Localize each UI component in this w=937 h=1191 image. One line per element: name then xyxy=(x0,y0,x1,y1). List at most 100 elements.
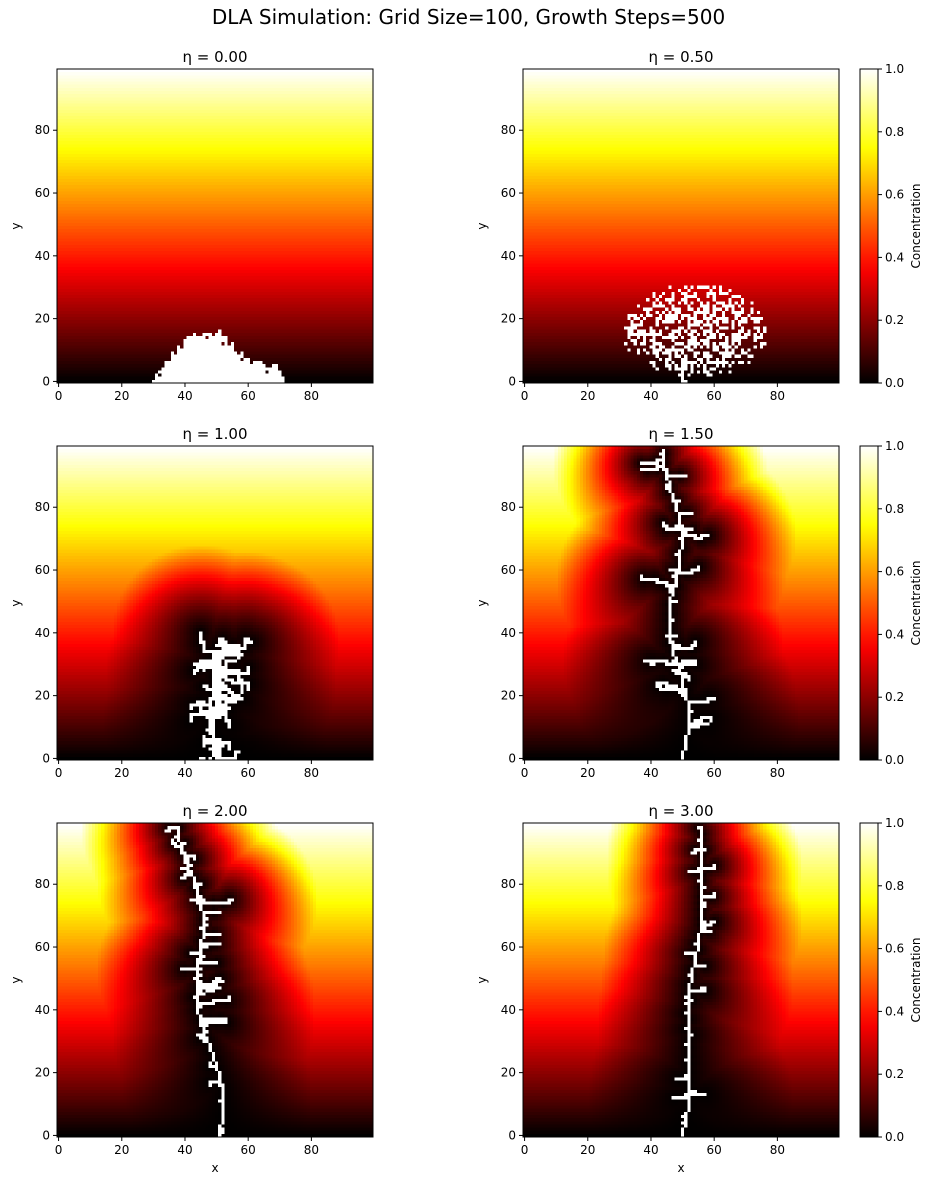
heatmap-image xyxy=(57,823,373,1137)
y-axis-label: y xyxy=(9,599,23,606)
colorbar-tick-label: 0.6 xyxy=(885,565,904,579)
colorbar-tick-label: 0.0 xyxy=(885,376,904,390)
y-axis-label: y xyxy=(9,222,23,229)
y-axis-label: y xyxy=(475,599,489,606)
y-tick-label: 60 xyxy=(501,186,516,200)
x-tick-label: 20 xyxy=(114,766,129,780)
colorbar-tick-label: 0.2 xyxy=(885,313,904,327)
colorbar-tick-label: 0.6 xyxy=(885,188,904,202)
x-tick-label: 60 xyxy=(707,389,722,403)
x-tick-label: 60 xyxy=(241,389,256,403)
colorbar-tick-label: 0.2 xyxy=(885,1067,904,1081)
y-tick-label: 0 xyxy=(508,751,516,765)
colorbar-label: Concentration xyxy=(909,184,923,269)
x-tick-label: 0 xyxy=(55,389,63,403)
x-tick-label: 40 xyxy=(177,766,192,780)
y-tick-label: 0 xyxy=(508,1128,516,1142)
y-tick-label: 60 xyxy=(35,940,50,954)
colorbar-tick-label: 0.6 xyxy=(885,942,904,956)
y-tick-label: 40 xyxy=(35,626,50,640)
x-tick-label: 40 xyxy=(177,1143,192,1157)
y-tick-label: 40 xyxy=(501,249,516,263)
figure-title: DLA Simulation: Grid Size=100, Growth St… xyxy=(211,5,726,29)
y-tick-label: 40 xyxy=(501,1003,516,1017)
y-tick-label: 40 xyxy=(501,626,516,640)
y-tick-label: 0 xyxy=(42,1128,50,1142)
x-tick-label: 40 xyxy=(177,389,192,403)
colorbar-tick-label: 0.2 xyxy=(885,690,904,704)
x-axis-label: x xyxy=(211,1161,218,1175)
x-tick-label: 0 xyxy=(521,766,529,780)
chart-title: η = 0.50 xyxy=(648,48,713,66)
colorbar-tick-label: 0.0 xyxy=(885,1130,904,1144)
y-tick-label: 60 xyxy=(501,563,516,577)
colorbar xyxy=(859,445,879,761)
x-tick-label: 0 xyxy=(521,1143,529,1157)
colorbar-label: Concentration xyxy=(909,561,923,646)
y-tick-label: 80 xyxy=(35,877,50,891)
x-tick-label: 40 xyxy=(643,766,658,780)
chart-title: η = 1.50 xyxy=(648,425,713,443)
x-tick-label: 0 xyxy=(55,766,63,780)
chart-title: η = 2.00 xyxy=(182,802,247,820)
heatmap-image xyxy=(57,69,373,383)
chart-title: η = 0.00 xyxy=(182,48,247,66)
colorbar-tick-label: 0.0 xyxy=(885,753,904,767)
x-tick-label: 80 xyxy=(304,1143,319,1157)
y-tick-label: 80 xyxy=(501,500,516,514)
x-tick-label: 20 xyxy=(580,766,595,780)
axes-frame xyxy=(56,445,374,761)
axes-frame xyxy=(522,445,840,761)
y-tick-label: 60 xyxy=(35,563,50,577)
y-tick-label: 60 xyxy=(35,186,50,200)
x-tick-label: 20 xyxy=(580,389,595,403)
colorbar xyxy=(859,822,879,1138)
y-tick-label: 20 xyxy=(35,689,50,703)
x-tick-label: 80 xyxy=(304,389,319,403)
x-tick-label: 20 xyxy=(580,1143,595,1157)
colorbar-label: Concentration xyxy=(909,938,923,1023)
x-tick-label: 60 xyxy=(241,766,256,780)
x-tick-label: 80 xyxy=(770,766,785,780)
chart-title: η = 3.00 xyxy=(648,802,713,820)
x-tick-label: 0 xyxy=(521,389,529,403)
colorbar-tick-label: 0.4 xyxy=(885,627,904,641)
heatmap-image xyxy=(523,69,839,383)
y-axis-label: y xyxy=(475,222,489,229)
colorbar-tick-label: 0.8 xyxy=(885,125,904,139)
y-tick-label: 20 xyxy=(35,1066,50,1080)
y-tick-label: 80 xyxy=(35,500,50,514)
axes-frame xyxy=(522,822,840,1138)
colorbar-tick-label: 0.4 xyxy=(885,1004,904,1018)
x-tick-label: 60 xyxy=(241,1143,256,1157)
x-axis-label: x xyxy=(677,1161,684,1175)
x-tick-label: 80 xyxy=(770,1143,785,1157)
colorbar-tick-label: 0.8 xyxy=(885,502,904,516)
x-tick-label: 60 xyxy=(707,766,722,780)
y-tick-label: 80 xyxy=(501,877,516,891)
heatmap-image xyxy=(523,446,839,760)
x-tick-label: 20 xyxy=(114,389,129,403)
x-tick-label: 0 xyxy=(55,1143,63,1157)
y-tick-label: 60 xyxy=(501,940,516,954)
x-tick-label: 60 xyxy=(707,1143,722,1157)
y-axis-label: y xyxy=(475,976,489,983)
x-tick-label: 20 xyxy=(114,1143,129,1157)
colorbar-tick-label: 1.0 xyxy=(885,439,904,453)
y-tick-label: 0 xyxy=(42,751,50,765)
y-tick-label: 20 xyxy=(35,312,50,326)
y-tick-label: 40 xyxy=(35,249,50,263)
x-tick-label: 40 xyxy=(643,389,658,403)
y-tick-label: 20 xyxy=(501,1066,516,1080)
colorbar-tick-label: 0.8 xyxy=(885,879,904,893)
x-tick-label: 80 xyxy=(770,389,785,403)
axes-frame xyxy=(56,822,374,1138)
y-axis-label: y xyxy=(9,976,23,983)
